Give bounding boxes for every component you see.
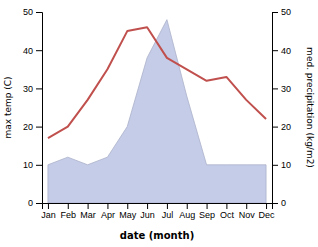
x-tick-label: Jun: [140, 210, 155, 220]
y2-tick-mark: [272, 165, 278, 166]
y-tick: 10: [23, 160, 42, 170]
y-tick-mark: [36, 203, 42, 204]
x-tick: Jan: [41, 203, 56, 220]
x-tick: Apr: [101, 203, 115, 220]
y2-domain: [273, 13, 279, 204]
chart: Jan FebMar Apr MayJun Jul Aug Sep Oct NovDec 0 10 2…: [0, 0, 318, 247]
x-tick-label: Oct: [220, 210, 235, 220]
x-tick-mark: [167, 203, 168, 209]
precipitation-area: [48, 20, 266, 203]
x-tick-mark: [48, 203, 49, 209]
y2-tick-label: 10: [281, 160, 291, 170]
y2-tick: 20: [272, 122, 291, 132]
x-tick-mark: [88, 203, 89, 209]
x-axis-title: date (month): [120, 230, 194, 241]
y2-tick-label: 0: [281, 198, 286, 208]
y-domain: [36, 13, 43, 204]
x-tick-mark: [246, 203, 247, 209]
temperature-line: [48, 27, 266, 138]
x-tick-mark: [207, 203, 208, 209]
y-tick-label: 20: [23, 122, 33, 132]
y-axis-title: max temp (C): [3, 76, 13, 138]
x-tick-label: Mar: [80, 210, 96, 220]
y-tick-label: 50: [23, 7, 33, 17]
x-tick: May: [119, 203, 137, 220]
x-tick-mark: [187, 203, 188, 209]
y2-tick-mark: [272, 12, 278, 13]
y2-tick: 50: [272, 7, 291, 17]
y-tick-label: 30: [23, 84, 33, 94]
x-tick: Feb: [61, 203, 77, 220]
x-tick-label: Apr: [101, 210, 115, 220]
y-tick-label: 40: [23, 46, 33, 56]
y-tick-mark: [36, 165, 42, 166]
x-tick-mark: [107, 203, 108, 209]
y-tick: 0: [28, 198, 42, 208]
x-tick: Jul: [162, 203, 174, 220]
y-tick-mark: [36, 12, 42, 13]
y-tick: 40: [23, 46, 42, 56]
y-tick-label: 0: [28, 198, 33, 208]
y-tick: 50: [23, 7, 42, 17]
y2-tick-mark: [272, 88, 278, 89]
y2-tick-label: 30: [281, 84, 291, 94]
y2-tick-label: 40: [281, 46, 291, 56]
y2-tick-label: 50: [281, 7, 291, 17]
plot: Jan FebMar Apr MayJun Jul Aug Sep Oct NovDec 0 10 2…: [23, 7, 291, 220]
y-tick: 30: [23, 84, 42, 94]
x-tick: Jun: [140, 203, 155, 220]
y2-tick-mark: [272, 203, 278, 204]
x-axis: Jan FebMar Apr MayJun Jul Aug Sep Oct NovDec: [41, 203, 275, 220]
x-tick-mark: [266, 203, 267, 209]
y2-tick: 40: [272, 46, 291, 56]
x-domain: [43, 204, 273, 210]
x-tick-label: Dec: [259, 210, 276, 220]
y-tick: 20: [23, 122, 42, 132]
y2-tick-mark: [272, 50, 278, 51]
x-tick-label: Nov: [239, 210, 256, 220]
y2-tick: 30: [272, 84, 291, 94]
y-tick-mark: [36, 50, 42, 51]
x-tick-mark: [68, 203, 69, 209]
x-tick-mark: [226, 203, 227, 209]
x-tick-label: Sep: [199, 210, 215, 220]
y-tick-label: 10: [23, 160, 33, 170]
x-tick-mark: [127, 203, 128, 209]
x-tick: Oct: [220, 203, 235, 220]
y2-tick: 10: [272, 160, 291, 170]
x-tick: Mar: [80, 203, 96, 220]
y-tick-mark: [36, 88, 42, 89]
y2-axis: 0 10 20 30 40 50: [272, 7, 291, 208]
x-tick-label: May: [119, 210, 137, 220]
x-tick-label: Aug: [179, 210, 195, 220]
y2-tick-mark: [272, 127, 278, 128]
y-tick-mark: [36, 127, 42, 128]
x-tick: Sep: [199, 203, 215, 220]
x-tick-label: Jan: [41, 210, 56, 220]
x-tick: Aug: [179, 203, 195, 220]
y2-tick: 0: [272, 198, 286, 208]
x-tick: Nov: [239, 203, 256, 220]
y2-tick-label: 20: [281, 122, 291, 132]
x-tick-mark: [147, 203, 148, 209]
x-tick-label: Feb: [61, 210, 77, 220]
x-tick-label: Jul: [162, 210, 174, 220]
y2-axis-title: med. precipitation (kg/m2): [305, 47, 315, 168]
marks: [48, 20, 266, 203]
y-axis: 0 10 20 30 40 50: [23, 7, 43, 208]
x-tick: Dec: [259, 203, 276, 220]
